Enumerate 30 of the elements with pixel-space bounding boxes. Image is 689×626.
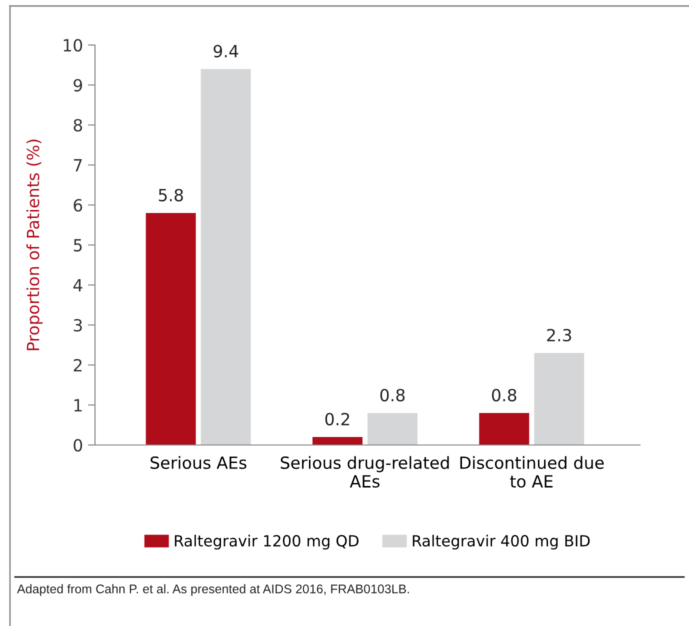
legend-label: Raltegravir 400 mg BID (412, 534, 590, 550)
bar (534, 353, 584, 445)
x-tick-label: Serious drug-related AEs (280, 456, 449, 488)
bar (200, 69, 251, 445)
x-tick-label: Discontinued due to AE (460, 456, 604, 488)
y-axis-title: Proportion of Patients (%) (26, 140, 43, 350)
y-tick-label: 10 (64, 38, 82, 52)
text: Adapted from Cahn P. et al. As presented at AIDS 2016, FRAB0103LB. (17, 584, 409, 596)
bar (479, 413, 530, 445)
data-label: 0.2 (325, 412, 350, 426)
y-tick-label: 3 (74, 318, 82, 332)
y-tick-label: 9 (74, 78, 82, 92)
y-tick-label: 6 (74, 198, 82, 212)
y-tick-label: 5 (74, 239, 82, 252)
bar (368, 413, 418, 445)
bar (312, 437, 362, 445)
y-tick-label: 7 (74, 159, 82, 172)
bar (146, 213, 196, 445)
data-label: 0.8 (380, 388, 405, 402)
x-tick-label: Serious AEs (150, 456, 246, 470)
data-label: 9.4 (214, 44, 238, 58)
y-tick-label: 0 (74, 438, 82, 452)
y-tick-label: 8 (74, 118, 82, 132)
y-tick-label: 2 (74, 358, 82, 372)
legend-label: Raltegravir 1200 mg QD (174, 534, 359, 550)
data-label: 0.8 (492, 388, 516, 402)
data-label: 2.3 (547, 328, 572, 342)
y-tick-label: 1 (74, 399, 82, 412)
data-label: 5.8 (158, 188, 183, 202)
y-tick-label: 4 (73, 279, 82, 292)
